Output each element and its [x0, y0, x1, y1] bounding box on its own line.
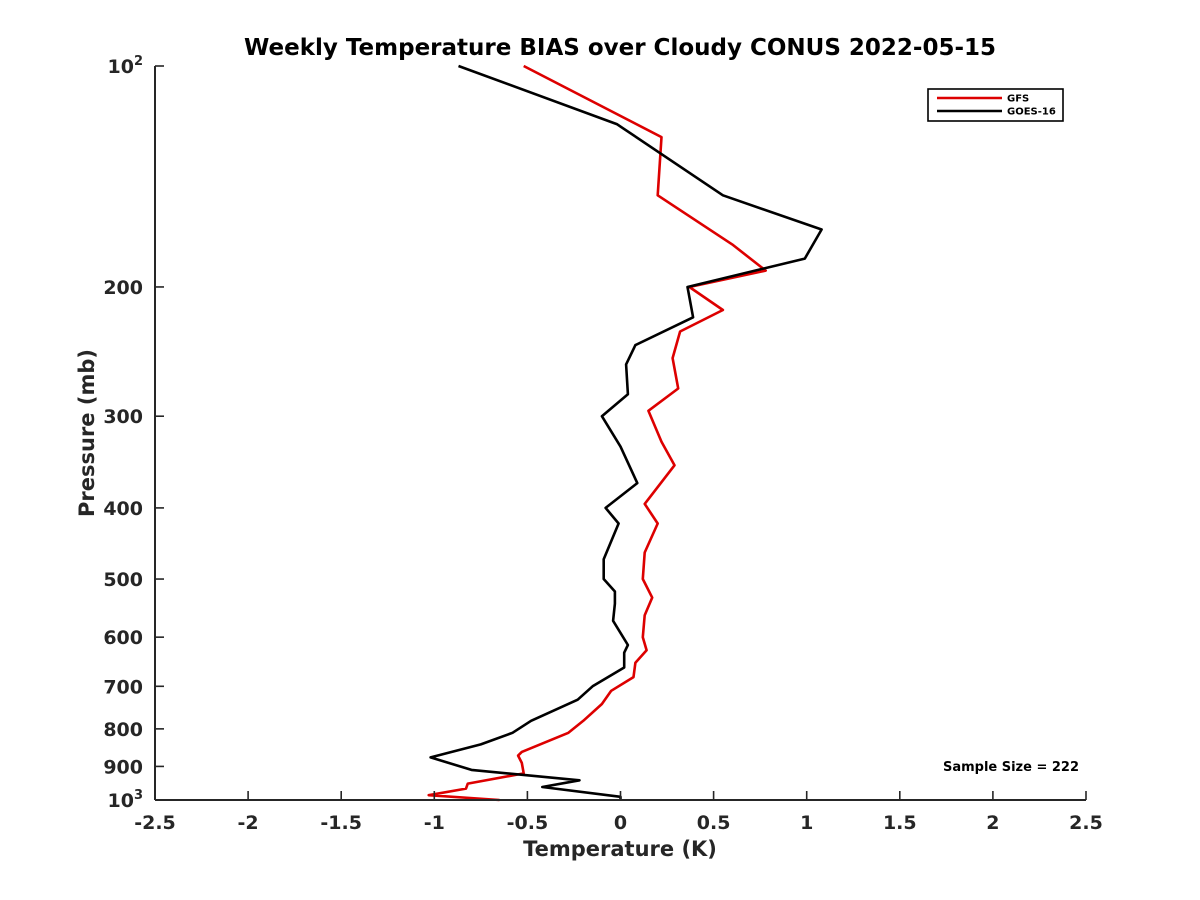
x-tick-label: 2 — [986, 812, 999, 834]
legend-label-gfs: GFS — [1007, 94, 1029, 105]
y-axis-title: Pressure (mb) — [75, 349, 99, 517]
x-tick-label: -1 — [424, 812, 445, 834]
x-tick-label: 0.5 — [697, 812, 731, 834]
x-tick-label: -1.5 — [320, 812, 362, 834]
x-axis-title: Temperature (K) — [523, 837, 717, 861]
x-ticks: -2.5 -2 -1.5 -1 -0.5 0 0.5 1 1.5 2 2.5 — [134, 791, 1103, 834]
y-tick-label: 900 — [103, 756, 143, 778]
y-tick-label: 102 — [108, 54, 144, 78]
y-tick-label: 500 — [103, 569, 143, 591]
legend-label-goes16: GOES-16 — [1007, 107, 1056, 118]
y-tick-label: 200 — [103, 277, 143, 299]
y-tick-label: 400 — [103, 498, 143, 520]
sample-size-annotation: Sample Size = 222 — [943, 760, 1079, 775]
x-tick-label: 0 — [614, 812, 627, 834]
series-layer — [427, 64, 823, 802]
x-tick-label: -2 — [238, 812, 259, 834]
series-line-goes-16 — [429, 64, 823, 800]
x-tick-label: -2.5 — [134, 812, 176, 834]
y-ticks: 102 200 300 400 500 600 700 800 900 103 — [103, 54, 164, 812]
x-tick-label: -0.5 — [507, 812, 549, 834]
y-tick-label: 700 — [103, 676, 143, 698]
x-tick-label: 1.5 — [883, 812, 917, 834]
y-tick-label: 300 — [103, 406, 143, 428]
y-tick-label: 600 — [103, 627, 143, 649]
y-tick-label: 800 — [103, 719, 143, 741]
series-line-gfs — [427, 64, 768, 802]
legend: GFS GOES-16 — [927, 88, 1064, 122]
chart-title: Weekly Temperature BIAS over Cloudy CONU… — [244, 35, 996, 61]
y-tick-label: 103 — [108, 788, 144, 812]
legend-box — [927, 88, 1064, 122]
x-tick-label: 1 — [800, 812, 813, 834]
x-tick-label: 2.5 — [1069, 812, 1103, 834]
